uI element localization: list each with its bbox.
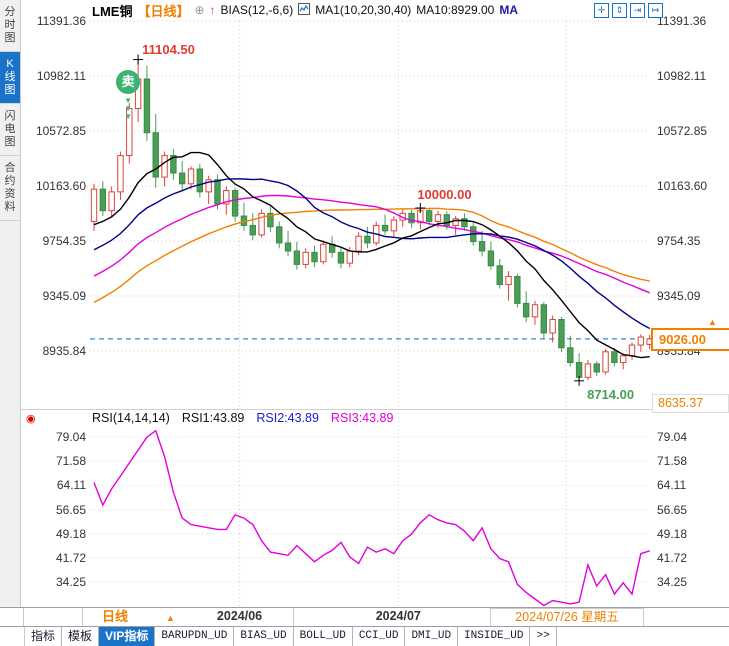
y-axis-label-main-right: 10163.60 [657, 179, 708, 193]
tab-indicator[interactable]: INSIDE_UD [458, 627, 531, 646]
rsi2-value: RSI2:43.89 [256, 411, 319, 425]
x-axis-month-label: 2024/07 [375, 609, 421, 623]
last-price-tag: 9026.00 [651, 327, 729, 351]
y-axis-label-main-left: 11391.36 [36, 14, 86, 28]
y-axis-label-rsi-right: 34.25 [657, 575, 688, 589]
y-axis-label-rsi-left: 79.04 [55, 430, 86, 444]
tabs-corner-cell [0, 627, 25, 646]
y-axis-label-rsi-left: 49.18 [55, 526, 86, 541]
x-axis-row: 日线 ▲ 2024/06 2024/07 2024/07/26 星期五 [0, 607, 729, 627]
symbol-name: LME铜 [92, 3, 133, 19]
crosshair-icon[interactable]: ✛ [594, 3, 609, 18]
y-axis-label-rsi-left: 41.72 [55, 550, 86, 565]
period-selector-arrow-icon[interactable]: ▲ [166, 613, 175, 623]
rsi1-value: RSI1:43.89 [181, 411, 245, 425]
y-axis-label-rsi-left: 34.25 [55, 575, 86, 589]
sidebar-item-tab[interactable]: 闪电图 [0, 104, 20, 156]
y-axis-label-main-right: 11391.36 [657, 14, 707, 28]
axis-up-arrow-icon: ▲ [708, 316, 717, 327]
tab-indicator[interactable]: BARUPDN_UD [155, 627, 235, 646]
y-axis-label-main-right: 10982.11 [657, 69, 707, 83]
y-axis-label-main-left: 10982.11 [36, 69, 86, 83]
chart-header: LME铜 【日线】 ⊕ ↑ BIAS(12,-6,6) MA1(10,20,30,… [92, 2, 519, 19]
y-axis-label-rsi-right: 64.11 [657, 478, 687, 493]
x-axis-month-label: 2024/06 [216, 609, 263, 623]
y-axis-label-main-left: 9754.35 [42, 234, 86, 248]
y-axis-label-rsi-left: 56.65 [55, 502, 86, 517]
chart-line-icon [298, 2, 311, 18]
link-icon[interactable]: ⊕ [194, 3, 205, 17]
tab-indicator[interactable]: CCI_UD [353, 627, 406, 646]
axis-min-label: 8635.37 [652, 394, 729, 414]
period-selector-label[interactable]: 日线 [102, 609, 129, 624]
y-axis-label-rsi-left: 64.11 [56, 478, 86, 493]
rsi-params-label[interactable]: RSI(14,14,14) [92, 411, 170, 425]
y-axis-label-main-right: 9754.35 [657, 234, 701, 248]
y-axis-label-main-left: 9345.09 [42, 289, 86, 303]
y-axis-label-rsi-right: 41.72 [657, 550, 688, 565]
sidebar-item-tab[interactable]: 分时图 [0, 0, 20, 52]
pan-right-icon[interactable]: ↦ [648, 3, 663, 18]
ma10-value: MA10:8929.00 [416, 3, 495, 17]
mid-high-price-label: 10000.00 [417, 186, 472, 202]
low-price-label: 8714.00 [587, 386, 635, 402]
tab-indicator[interactable]: DMI_UD [405, 627, 459, 646]
y-axis-label-rsi-right: 79.04 [657, 430, 688, 444]
y-axis-label-main-left: 10163.60 [35, 179, 86, 193]
axis-corner-cell [0, 608, 24, 627]
rsi-header: RSI(14,14,14) RSI1:43.89 RSI2:43.89 RSI3… [92, 411, 393, 425]
y-axis-label-rsi-right: 71.58 [657, 454, 688, 469]
rsi3-value: RSI3:43.89 [330, 411, 394, 425]
tab-vip-active[interactable]: VIP指标 [99, 627, 156, 646]
sidebar-item-tab[interactable]: 合约资料 [0, 156, 20, 221]
y-axis-label-rsi-right: 56.65 [657, 502, 688, 517]
y-axis-label-main-left: 10572.85 [35, 124, 86, 138]
tab-indicator[interactable]: 指标 [25, 627, 63, 646]
ma-suffix: MA [499, 3, 519, 17]
indicator-ma-label[interactable]: MA1(10,20,30,40) [315, 3, 412, 17]
tab-indicator[interactable]: BOLL_UD [294, 627, 353, 646]
cursor-date-label: 2024/07/26 星期五 [490, 608, 644, 627]
tab-indicator[interactable]: BIAS_UD [234, 627, 294, 646]
y-axis-label-main-right: 9345.09 [657, 289, 701, 303]
period-tag: 【日线】 [137, 3, 190, 19]
y-axis-label-rsi-left: 71.58 [55, 454, 86, 469]
panel-separator [20, 409, 729, 410]
chart-toolbar: ✛ ⇕ ⇥ ↦ [594, 3, 663, 18]
zoom-horizontal-icon[interactable]: ⇥ [630, 3, 645, 18]
y-axis-label-main-left: 8935.84 [42, 344, 86, 358]
tab-indicator[interactable]: 模板 [62, 627, 100, 646]
indicator-bias-label[interactable]: BIAS(12,-6,6) [220, 3, 294, 17]
indicator-tabs-bar: 指标 模板 VIP指标 BARUPDN_UD BIAS_UD BOLL_UD CCI_UD D… [0, 626, 729, 646]
y-axis-label-rsi-right: 49.18 [657, 526, 688, 541]
y-axis-label-main-right: 10572.85 [657, 124, 708, 138]
tab-indicator[interactable]: >> [530, 627, 557, 646]
sell-signal-arrows-icon: ▼ ▼ ▼ [124, 96, 133, 121]
sell-signal-badge[interactable]: 卖 [116, 70, 141, 94]
period-selector[interactable]: 日线 ▲ [82, 608, 294, 627]
signal-up-arrow-icon: ↑ [209, 3, 216, 17]
indicator-settings-icon[interactable]: ◉ [26, 413, 36, 425]
axis-spacer-cell [23, 608, 83, 627]
high-price-label: 11104.50 [142, 41, 195, 57]
zoom-vertical-icon[interactable]: ⇕ [612, 3, 627, 18]
